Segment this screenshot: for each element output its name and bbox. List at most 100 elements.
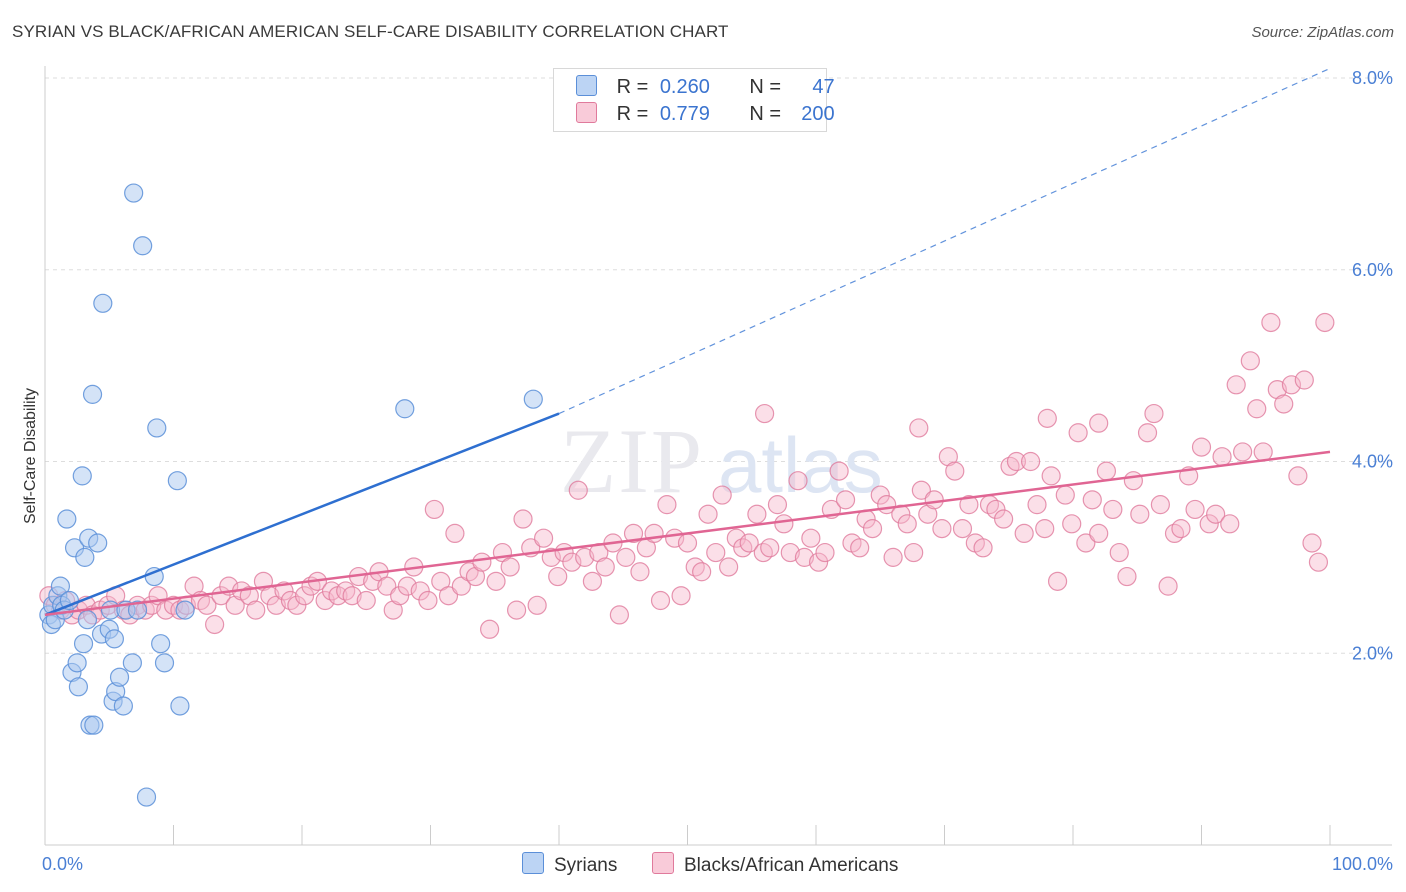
blacks-point — [1206, 504, 1226, 524]
blacks-point — [986, 499, 1006, 520]
syrians-point — [122, 653, 142, 673]
syrians-point — [104, 629, 124, 649]
syrians-point — [167, 471, 187, 491]
blacks-point — [924, 490, 944, 510]
blacks-point — [239, 586, 259, 606]
blacks-point — [527, 595, 547, 615]
blacks-point — [897, 514, 917, 534]
blacks-point — [1261, 312, 1281, 333]
syrians-point — [82, 384, 103, 404]
blacks-point — [630, 562, 650, 582]
blacks-point — [1220, 514, 1240, 534]
y-tick-labels: 2.0% 4.0% 6.0% 8.0% — [1352, 68, 1393, 663]
blacks-point — [1191, 437, 1212, 457]
blacks-point — [1281, 375, 1302, 395]
blacks-point — [548, 566, 568, 587]
syrians-point — [151, 634, 171, 654]
syrians-label: Syrians — [554, 855, 618, 876]
blacks-point — [1117, 566, 1137, 587]
y-tick-label: 8.0% — [1352, 68, 1393, 88]
blacks-point — [774, 514, 794, 534]
blacks-point — [315, 590, 335, 611]
blacks-point — [445, 523, 465, 544]
blacks-point — [1041, 466, 1061, 486]
syrians-point — [67, 653, 87, 673]
chart-title: SYRIAN VS BLACK/AFRICAN AMERICAN SELF-CA… — [12, 22, 729, 41]
blacks-point — [952, 519, 973, 539]
blacks-point — [568, 480, 588, 500]
syrians-trend-extension — [558, 67, 1331, 415]
blacks-point — [397, 576, 417, 596]
blacks-point — [835, 490, 856, 510]
blacks-point — [595, 557, 615, 577]
blacks-point — [1014, 523, 1034, 544]
blacks-point — [1096, 461, 1117, 481]
legend-r-label: R = — [616, 103, 649, 125]
blacks-point — [1171, 519, 1191, 539]
syrians-point — [170, 696, 190, 716]
legend-r-value: 0.779 — [659, 103, 710, 125]
legend-n-label: N = — [749, 76, 782, 98]
blacks-point — [1047, 571, 1068, 591]
blacks-point — [1233, 442, 1253, 462]
blacks-point — [692, 562, 712, 582]
blacks-point — [1144, 403, 1164, 424]
blacks-point — [959, 495, 979, 515]
blacks-point — [794, 547, 815, 567]
blacks-point — [342, 586, 362, 606]
blacks-point — [994, 509, 1014, 529]
blacks-point — [533, 528, 554, 548]
blacks-point — [1274, 394, 1294, 414]
legend-n-label: N = — [749, 103, 782, 125]
blacks-point — [1006, 451, 1027, 472]
x-tick-label-min: 0.0% — [42, 854, 83, 874]
blacks-point — [377, 576, 397, 596]
blacks-point — [719, 557, 739, 577]
source-label: Source: ZipAtlas.com — [1251, 24, 1394, 41]
syrians-point — [113, 696, 133, 716]
syrians-point — [68, 677, 89, 697]
x-tick-label-max: 100.0% — [1332, 854, 1393, 874]
blacks-point — [424, 499, 444, 520]
grid-lines — [45, 77, 1392, 654]
blacks-point — [1240, 351, 1260, 371]
blacks-point — [1137, 423, 1158, 443]
blacks-point — [712, 485, 732, 505]
svg-text:atlas: atlas — [718, 421, 883, 509]
syrians-point — [133, 236, 153, 256]
syrians-point — [88, 533, 108, 553]
blacks-point — [1082, 490, 1102, 510]
blacks-point — [1062, 514, 1082, 534]
blacks-points — [39, 312, 1335, 639]
blacks-point — [671, 586, 691, 606]
syrians-point — [77, 610, 98, 630]
blacks-point — [754, 403, 775, 424]
blacks-point — [909, 418, 929, 438]
blacks-point — [1226, 375, 1246, 395]
blacks-point — [862, 519, 883, 539]
syrians-point — [395, 399, 415, 419]
blacks-point — [850, 538, 870, 558]
blacks-point — [541, 547, 561, 567]
blacks-point — [677, 533, 698, 553]
blacks-point — [410, 581, 430, 601]
syrians-point — [93, 293, 113, 313]
blacks-point — [1076, 533, 1096, 553]
legend-n-value: 47 — [812, 76, 835, 98]
blacks-point — [287, 595, 307, 615]
blacks-point — [698, 504, 718, 524]
syrians-point — [127, 600, 148, 620]
blacks-point — [225, 595, 245, 615]
syrians-point — [75, 547, 95, 567]
blacks-point — [274, 581, 294, 601]
blacks-point — [356, 590, 376, 611]
blacks-point — [1089, 523, 1109, 544]
legend-r-value: 0.260 — [659, 76, 710, 98]
y-axis-title: Self-Care Disability — [22, 388, 39, 524]
blacks-point — [1199, 514, 1219, 534]
y-tick-label: 2.0% — [1352, 643, 1393, 663]
syrians-point — [175, 600, 195, 620]
blacks-swatch — [652, 852, 674, 874]
syrians-point — [109, 667, 130, 687]
